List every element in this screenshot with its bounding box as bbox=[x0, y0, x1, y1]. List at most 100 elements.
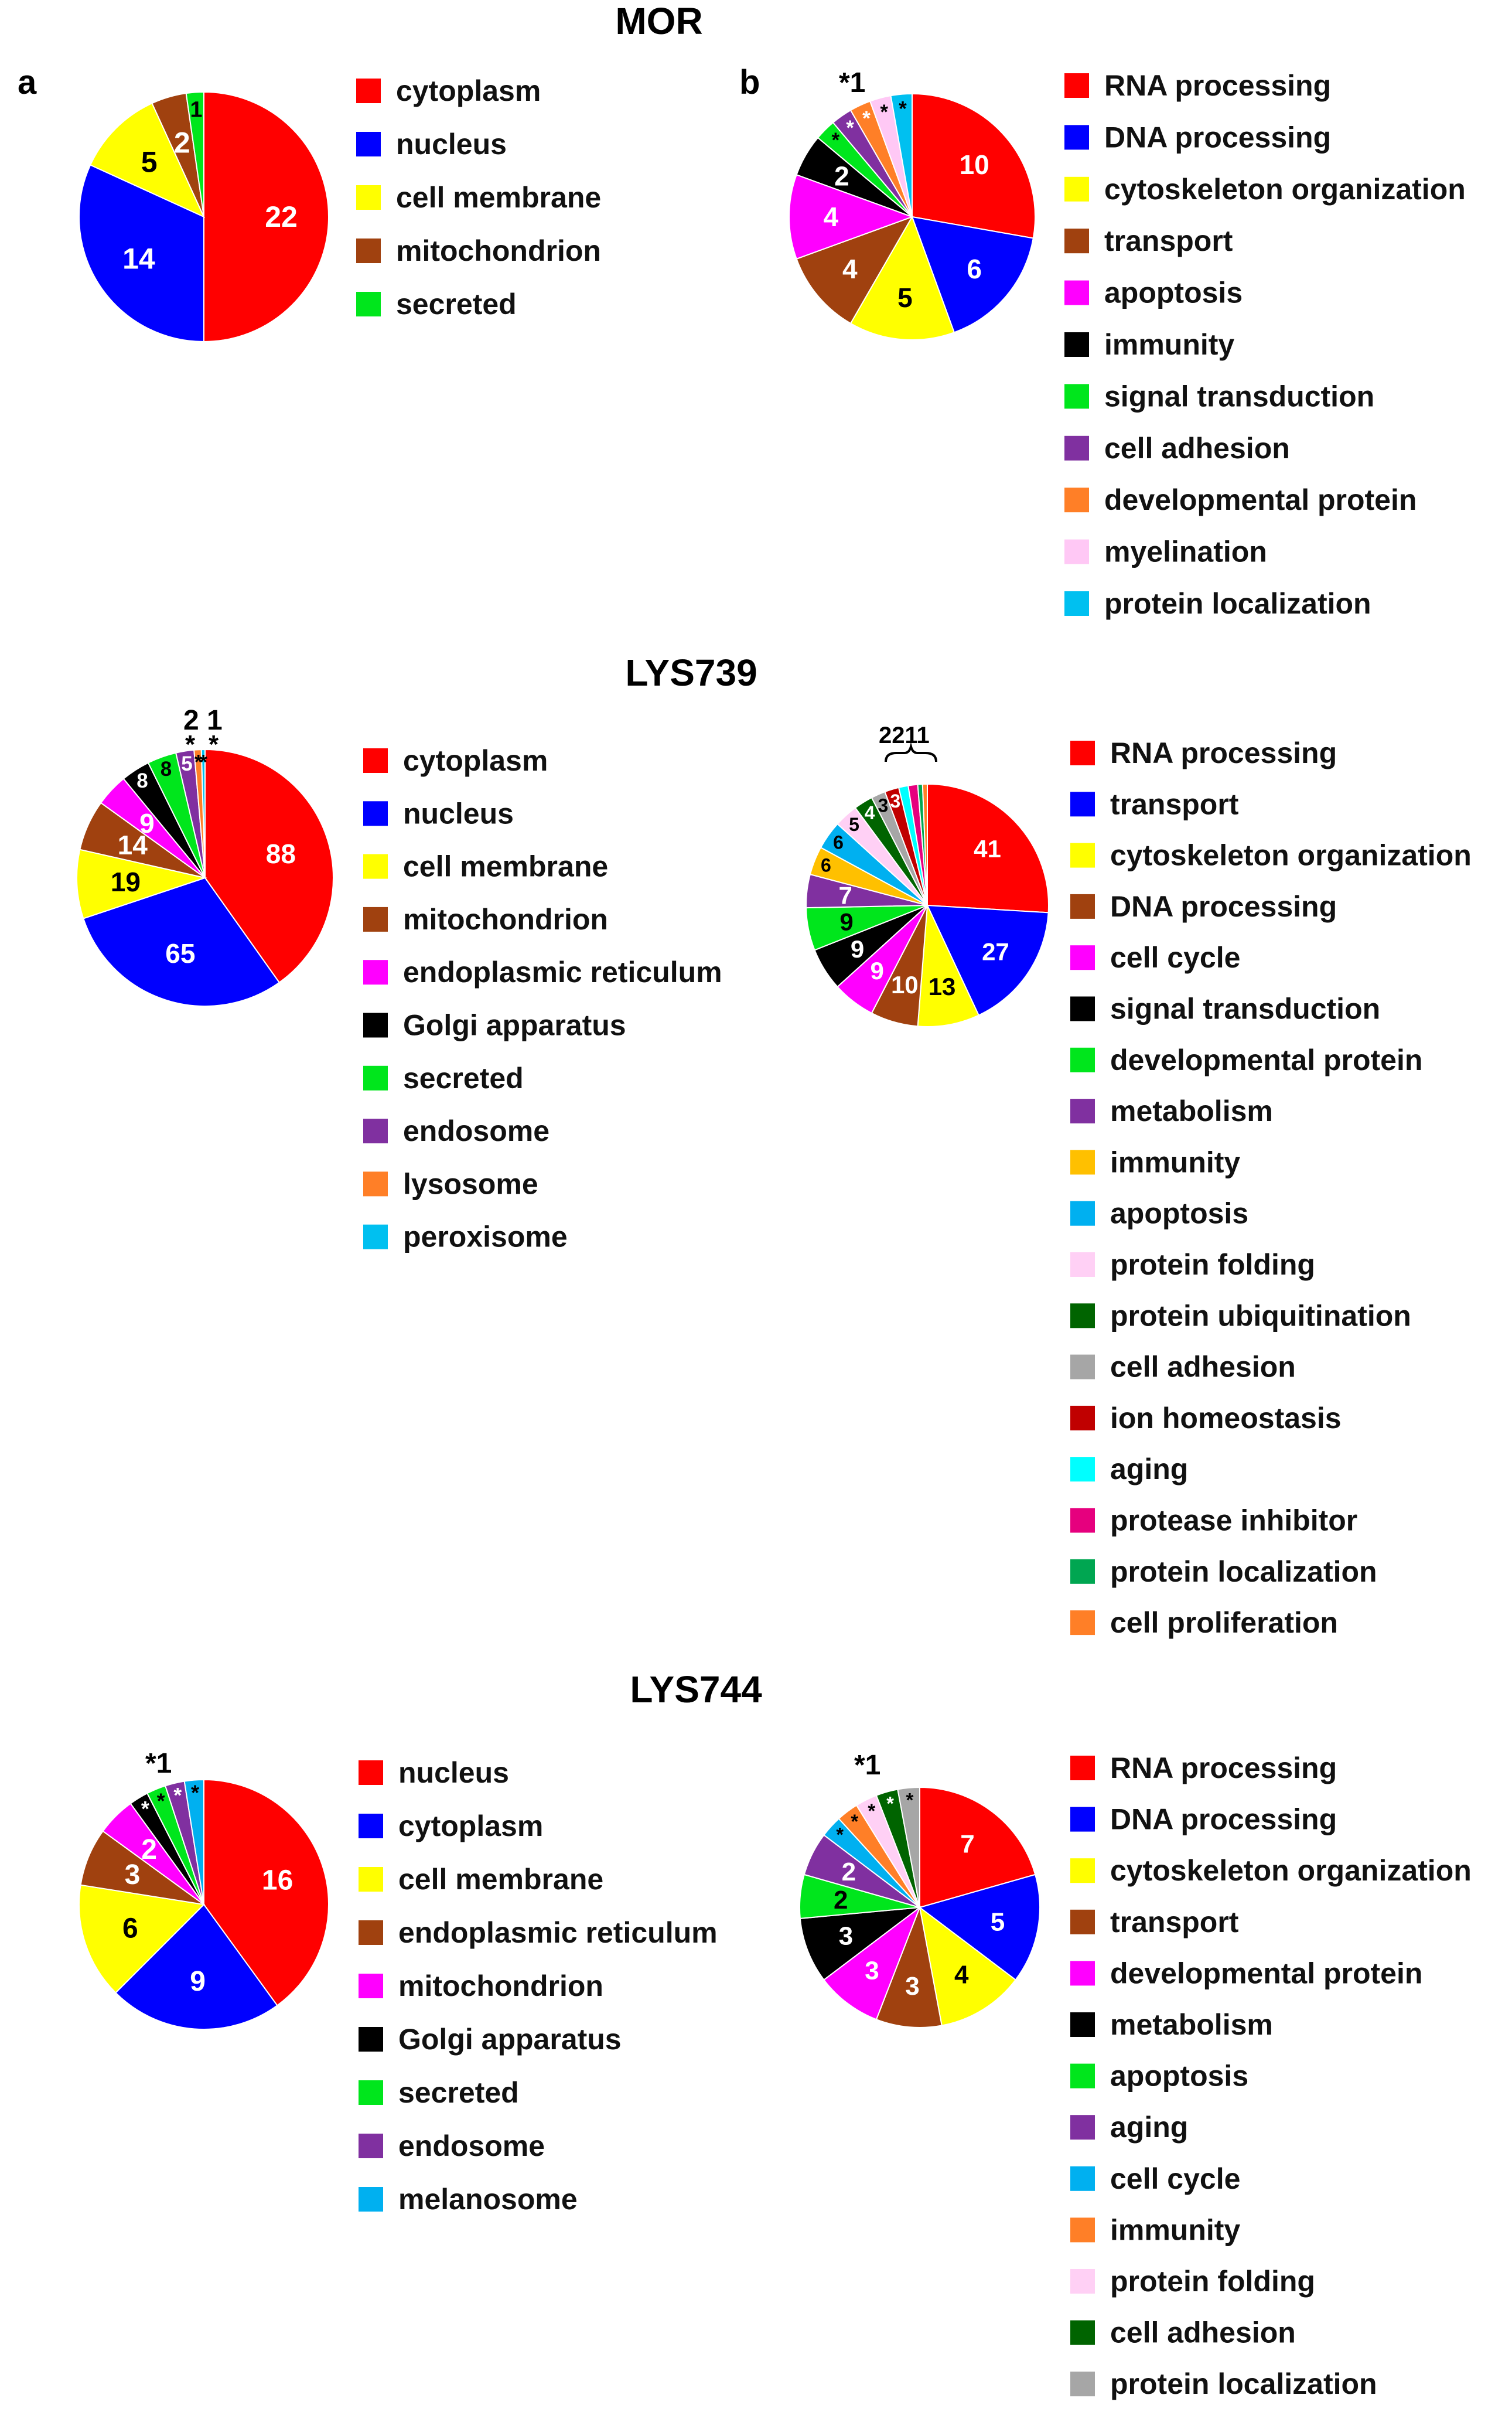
slice-label-lys739-loc-5: 8 bbox=[136, 769, 148, 792]
legend-swatch-lys744-func-4 bbox=[1070, 1961, 1095, 1986]
slice-mor-func-apoptosis bbox=[789, 173, 914, 260]
legend-label-lys739-func-12: cell adhesion bbox=[1110, 1351, 1296, 1384]
legend-label-lys744-func-11: cell adhesion bbox=[1110, 2316, 1296, 2349]
legend-label-lys744-loc-1: cytoplasm bbox=[398, 1810, 543, 1842]
title-lys744: LYS744 bbox=[630, 1668, 762, 1711]
legend-label-lys739-loc-1: nucleus bbox=[403, 797, 514, 830]
annotation-mor-func-star1: *1 bbox=[839, 67, 865, 98]
legend-label-lys739-func-14: aging bbox=[1110, 1453, 1188, 1486]
legend-swatch-lys744-func-3 bbox=[1070, 1909, 1095, 1934]
slice-mor-func-transport bbox=[796, 216, 914, 325]
legend-label-lys739-loc-7: endosome bbox=[403, 1115, 549, 1147]
annotation-lys744-loc-star1: *1 bbox=[145, 1748, 172, 1779]
legend-label-lys744-func-0: RNA processing bbox=[1110, 1752, 1337, 1784]
slice-label-lys739-func-8: 6 bbox=[821, 854, 831, 875]
legend-swatch-lys744-func-12 bbox=[1070, 2372, 1095, 2397]
legend-label-lys744-func-8: cell cycle bbox=[1110, 2162, 1240, 2195]
legend-swatch-lys744-func-8 bbox=[1070, 2166, 1095, 2191]
legend-label-mor-func-6: signal transduction bbox=[1104, 380, 1374, 413]
legend-label-lys739-func-5: signal transduction bbox=[1110, 993, 1380, 1025]
legend-label-mor-func-10: protein localization bbox=[1104, 587, 1371, 620]
title-lys739: LYS739 bbox=[625, 652, 757, 694]
legend-label-mor-func-7: cell adhesion bbox=[1104, 432, 1290, 465]
legend-label-lys744-func-6: apoptosis bbox=[1110, 2060, 1248, 2093]
legend-swatch-lys739-func-8 bbox=[1070, 1150, 1095, 1175]
legend-swatch-lys739-loc-7 bbox=[363, 1119, 388, 1144]
slice-label-lys739-loc-1: 65 bbox=[165, 938, 195, 969]
legend-swatch-lys739-func-10 bbox=[1070, 1252, 1095, 1277]
legend-label-mor-loc-4: secreted bbox=[396, 288, 517, 321]
slice-lys739-func-cell-proliferation bbox=[921, 783, 928, 906]
legend-label-lys739-loc-8: lysosome bbox=[403, 1167, 538, 1200]
slice-mor-func-dna-processing bbox=[911, 216, 1034, 333]
slice-label-mor-func-6: * bbox=[832, 129, 840, 152]
legend-label-lys744-func-5: metabolism bbox=[1110, 2008, 1273, 2041]
slice-label-mor-func-7: * bbox=[846, 117, 854, 139]
legend-label-lys739-loc-3: mitochondrion bbox=[403, 903, 608, 936]
slice-lys739-loc-cell-membrane bbox=[76, 849, 207, 919]
legend-label-mor-func-1: DNA processing bbox=[1104, 121, 1331, 154]
slice-lys739-loc-nucleus bbox=[83, 877, 281, 1007]
legend-swatch-lys739-loc-9 bbox=[363, 1224, 388, 1249]
legend-swatch-lys744-func-9 bbox=[1070, 2217, 1095, 2243]
slice-label-lys739-func-6: 9 bbox=[839, 908, 853, 935]
annotations-lys739-func: 2211 bbox=[879, 723, 937, 762]
slice-label-lys744-loc-1: 9 bbox=[190, 1966, 206, 1997]
legend-swatch-mor-loc-1 bbox=[356, 132, 381, 156]
slice-label-mor-func-5: 2 bbox=[834, 161, 849, 192]
legend-lys739-func: RNA processing transport cytoskeleton orga… bbox=[1070, 737, 1472, 1639]
legend-swatch-lys744-loc-8 bbox=[359, 2187, 383, 2212]
pie-mor-func: 10 6 5 44 2 * * * * * bbox=[789, 93, 1036, 340]
slice-label-lys744-loc-5: * bbox=[141, 1797, 149, 1821]
legend-swatch-mor-func-2 bbox=[1064, 176, 1089, 202]
legend-swatch-mor-func-3 bbox=[1064, 229, 1089, 254]
legend-label-lys739-func-9: apoptosis bbox=[1110, 1197, 1248, 1230]
slice-lys739-func-cytoskeleton-organization bbox=[917, 903, 980, 1027]
slice-label-lys739-func-2: 13 bbox=[929, 973, 956, 1000]
legend-mor-loc: cytoplasm nucleus cell membrane mitochondri… bbox=[356, 74, 601, 321]
legend-label-mor-func-8: developmental protein bbox=[1104, 483, 1417, 516]
slice-label-mor-loc-1: 14 bbox=[122, 242, 155, 275]
slice-mor-func-rna-processing bbox=[912, 93, 1036, 239]
legend-swatch-mor-func-10 bbox=[1064, 591, 1089, 616]
legend-swatch-lys744-func-6 bbox=[1070, 2063, 1095, 2089]
slice-mor-loc-nucleus bbox=[78, 164, 204, 343]
slice-label-mor-func-2: 5 bbox=[897, 282, 913, 313]
slice-lys744-loc-melanosome bbox=[183, 1779, 204, 1905]
slice-label-mor-func-4: 4 bbox=[824, 202, 839, 232]
legend-swatch-lys739-func-7 bbox=[1070, 1099, 1095, 1124]
slice-label-lys744-func-8: * bbox=[836, 1824, 844, 1845]
legend-label-lys739-func-3: DNA processing bbox=[1110, 890, 1337, 923]
legend-swatch-lys744-func-0 bbox=[1070, 1756, 1095, 1780]
legend-swatch-lys739-loc-5 bbox=[363, 1013, 388, 1038]
legend-swatch-lys744-func-7 bbox=[1070, 2115, 1095, 2140]
slice-label-mor-func-8: * bbox=[862, 107, 871, 130]
legend-label-lys744-func-10: protein folding bbox=[1110, 2265, 1315, 2298]
slice-label-lys744-func-9: * bbox=[851, 1810, 858, 1832]
legend-swatch-mor-func-4 bbox=[1064, 280, 1089, 305]
legend-label-lys739-loc-6: secreted bbox=[403, 1062, 524, 1095]
legend-swatch-lys739-func-6 bbox=[1070, 1047, 1095, 1072]
legend-label-lys739-func-4: cell cycle bbox=[1110, 941, 1240, 974]
legend-label-lys744-func-7: aging bbox=[1110, 2111, 1188, 2144]
slice-label-lys739-func-10: 5 bbox=[849, 814, 859, 835]
legend-swatch-lys744-loc-0 bbox=[359, 1760, 383, 1785]
legend-label-mor-func-3: transport bbox=[1104, 224, 1233, 257]
legend-swatch-lys739-loc-4 bbox=[363, 960, 388, 985]
slice-mor-func-protein-localization bbox=[890, 93, 913, 217]
annotation-lys744-func-star1: *1 bbox=[854, 1750, 880, 1781]
legend-label-mor-func-5: immunity bbox=[1104, 328, 1234, 361]
slice-label-mor-func-3: 4 bbox=[842, 254, 858, 284]
legend-swatch-lys744-loc-1 bbox=[359, 1814, 383, 1838]
slice-label-lys739-loc-7: 5 bbox=[181, 752, 192, 775]
slice-label-lys739-func-4: 9 bbox=[870, 957, 883, 984]
slice-label-lys744-loc-6: * bbox=[157, 1788, 165, 1812]
legend-swatch-lys739-func-13 bbox=[1070, 1405, 1095, 1430]
slice-lys739-func-rna-processing bbox=[927, 783, 1049, 914]
legend-label-lys744-loc-6: secreted bbox=[398, 2076, 519, 2109]
legend-swatch-lys739-loc-1 bbox=[363, 801, 388, 826]
legend-label-lys744-func-2: cytoskeleton organization bbox=[1110, 1854, 1472, 1887]
legend-swatch-mor-loc-3 bbox=[356, 239, 381, 263]
